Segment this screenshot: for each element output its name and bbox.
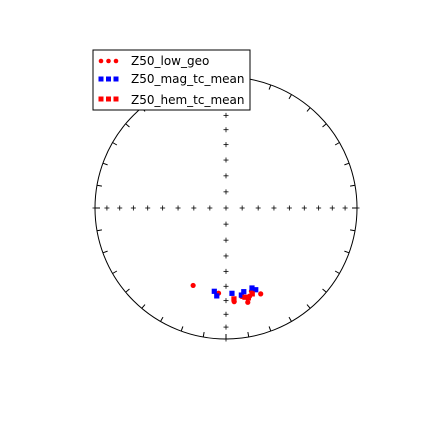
legend-marker-low-geo: [106, 58, 111, 64]
legend-marker-mag: [106, 76, 111, 82]
axis-cross: [117, 205, 123, 211]
legend-marker-mag: [113, 76, 119, 82]
azimuth-tick: [344, 250, 350, 254]
data-point-series-1: [211, 288, 217, 294]
legend-label-hem: Z50_hem_tc_mean: [131, 93, 245, 107]
data-point-series-1: [214, 293, 220, 299]
azimuth-tick: [334, 270, 340, 274]
axis-cross: [286, 205, 292, 211]
axis-cross: [207, 205, 213, 211]
legend-entry-low-geo: Z50_low_geo: [98, 54, 209, 68]
azimuth-tick: [125, 288, 130, 293]
data-point-series-2: [249, 291, 255, 297]
azimuth-tick: [306, 304, 311, 309]
axis-cross: [301, 205, 307, 211]
legend-marker-low-geo: [98, 58, 104, 64]
legend-marker-hem: [106, 96, 111, 102]
axis-cross: [354, 205, 360, 211]
azimuth-tick: [344, 162, 350, 166]
azimuth-tick: [247, 331, 250, 338]
azimuth-tick: [141, 304, 146, 309]
azimuth-tick: [349, 184, 356, 187]
axis-cross: [191, 205, 197, 211]
axis-cross: [223, 237, 229, 243]
azimuth-tick: [322, 288, 327, 293]
axis-cross: [329, 205, 335, 211]
axis-cross: [223, 112, 229, 118]
axis-cross: [316, 205, 322, 211]
legend-entry-mag: Z50_mag_tc_mean: [98, 72, 244, 86]
data-points: [190, 282, 264, 305]
azimuth-tick: [112, 270, 118, 274]
legend-marker-low-geo: [113, 58, 119, 64]
azimuth-tick: [96, 229, 103, 232]
data-point-series-1: [238, 292, 244, 298]
azimuth-tick: [322, 123, 327, 128]
azimuth-tick: [102, 250, 108, 254]
azimuth-tick: [160, 316, 164, 322]
axis-cross: [104, 205, 110, 211]
axis-cross: [223, 189, 229, 195]
azimuth-tick: [102, 162, 108, 166]
axis-cross: [255, 205, 261, 211]
legend-marker-hem: [98, 96, 104, 102]
azimuth-tick: [288, 94, 292, 100]
axis-cross: [223, 253, 229, 259]
data-point-series-2: [245, 295, 252, 301]
axis-cross: [130, 205, 136, 211]
data-point-series-0: [190, 282, 196, 289]
axis-cross: [223, 283, 229, 289]
axis-cross: [223, 298, 229, 304]
legend-entry-hem: Z50_hem_tc_mean: [98, 93, 245, 107]
axis-crosses: [92, 74, 360, 342]
data-point-series-1: [253, 287, 259, 293]
axis-cross: [223, 142, 229, 148]
axis-cross: [223, 336, 229, 342]
data-point-series-0: [245, 299, 251, 305]
axis-cross: [223, 311, 229, 317]
azimuth-tick: [306, 107, 311, 112]
azimuth-tick: [268, 84, 272, 90]
legend-marker-mag: [98, 76, 104, 82]
azimuth-ticks: [95, 77, 357, 339]
legend-label-mag: Z50_mag_tc_mean: [131, 72, 244, 86]
axis-cross: [223, 127, 229, 133]
axis-cross: [223, 268, 229, 274]
data-point-series-1: [241, 289, 247, 295]
data-point-series-0: [258, 291, 264, 297]
axis-cross: [223, 157, 229, 163]
azimuth-tick: [96, 184, 103, 187]
azimuth-tick: [202, 331, 205, 338]
azimuth-tick: [349, 229, 356, 232]
axis-cross: [223, 205, 229, 211]
azimuth-tick: [334, 142, 340, 146]
axis-cross: [175, 205, 181, 211]
azimuth-tick: [112, 142, 118, 146]
axis-cross: [223, 173, 229, 179]
data-point-series-1: [249, 285, 255, 291]
data-point-series-2: [242, 294, 248, 300]
axis-cross: [92, 205, 98, 211]
data-point-series-2: [231, 296, 237, 302]
axis-cross: [145, 205, 151, 211]
axis-cross: [239, 205, 245, 211]
azimuth-tick: [288, 316, 292, 322]
azimuth-tick: [268, 326, 272, 332]
azimuth-tick: [125, 123, 130, 128]
legend-marker-hem: [113, 96, 119, 102]
axis-cross: [342, 205, 348, 211]
legend: Z50_low_geo Z50_mag_tc_mean Z50_hem_tc_m…: [92, 49, 251, 111]
data-point-series-1: [229, 290, 235, 296]
axis-cross: [223, 221, 229, 227]
axis-cross: [223, 324, 229, 330]
legend-label-low-geo: Z50_low_geo: [131, 54, 209, 68]
azimuth-tick: [180, 326, 184, 332]
axis-cross: [271, 205, 277, 211]
legend-box: [92, 49, 251, 111]
axis-cross: [160, 205, 166, 211]
